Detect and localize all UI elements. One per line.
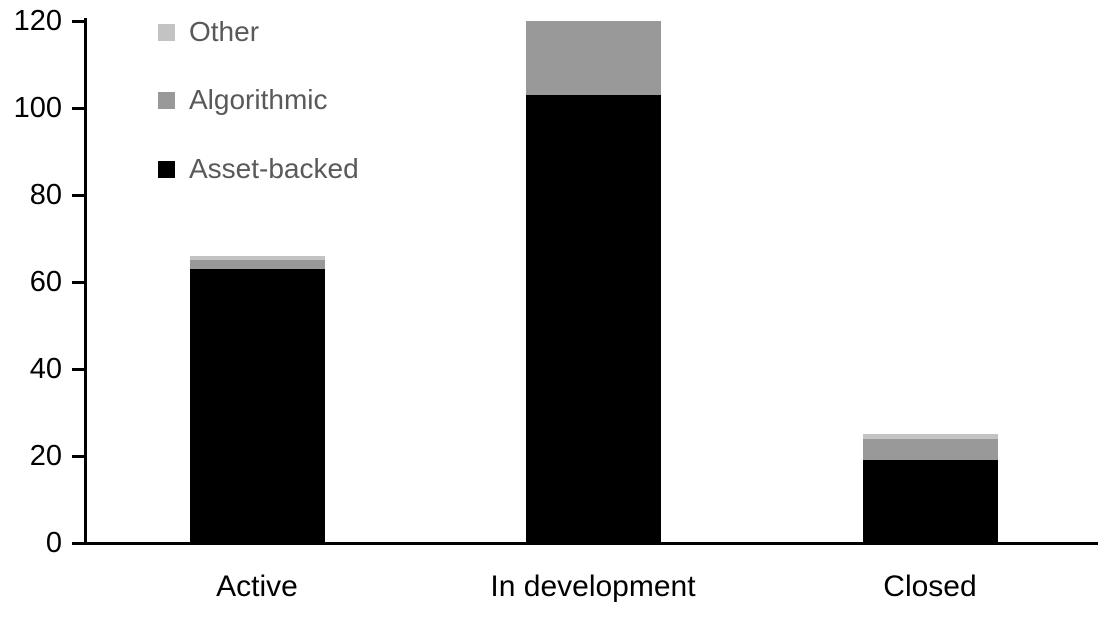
x-axis-label-active: Active [216,570,298,603]
bar-in-development-algorithmic [525,21,661,95]
y-tick-0 [72,542,84,545]
legend-swatch-other [158,23,175,41]
y-tick-label-120: 120 [13,5,62,37]
bar-active-asset-backed [189,269,325,543]
legend-swatch-asset-backed [158,160,175,178]
legend-item-other: Other [158,15,259,49]
legend-label-other: Other [189,16,260,47]
y-tick-label-0: 0 [45,527,62,559]
bar-closed-other [862,434,998,439]
y-tick-label-100: 100 [13,92,62,124]
y-tick-label-20: 20 [29,440,62,472]
legend-item-algorithmic: Algorithmic [158,83,327,117]
legend-label-asset-backed: Asset-backed [189,153,359,184]
x-axis-label-in-development: In development [490,570,696,603]
legend-swatch-algorithmic [158,91,175,109]
y-tick-40 [72,368,84,371]
bar-closed-algorithmic [862,439,998,460]
y-tick-20 [72,455,84,458]
y-tick-label-80: 80 [29,179,62,211]
bar-closed-asset-backed [862,460,998,543]
bar-active-other [189,256,325,260]
y-tick-label-40: 40 [29,353,62,385]
legend-label-algorithmic: Algorithmic [189,84,328,115]
y-tick-60 [72,281,84,284]
x-axis-line [84,542,1098,545]
legend-item-asset-backed: Asset-backed [158,152,359,186]
x-axis-label-closed: Closed [883,570,977,603]
bar-in-development-asset-backed [525,95,661,543]
y-tick-100 [72,107,84,110]
y-axis-line [84,18,87,545]
bar-active-algorithmic [189,260,325,269]
y-tick-80 [72,194,84,197]
y-tick-label-60: 60 [29,266,62,298]
y-tick-120 [72,20,84,23]
